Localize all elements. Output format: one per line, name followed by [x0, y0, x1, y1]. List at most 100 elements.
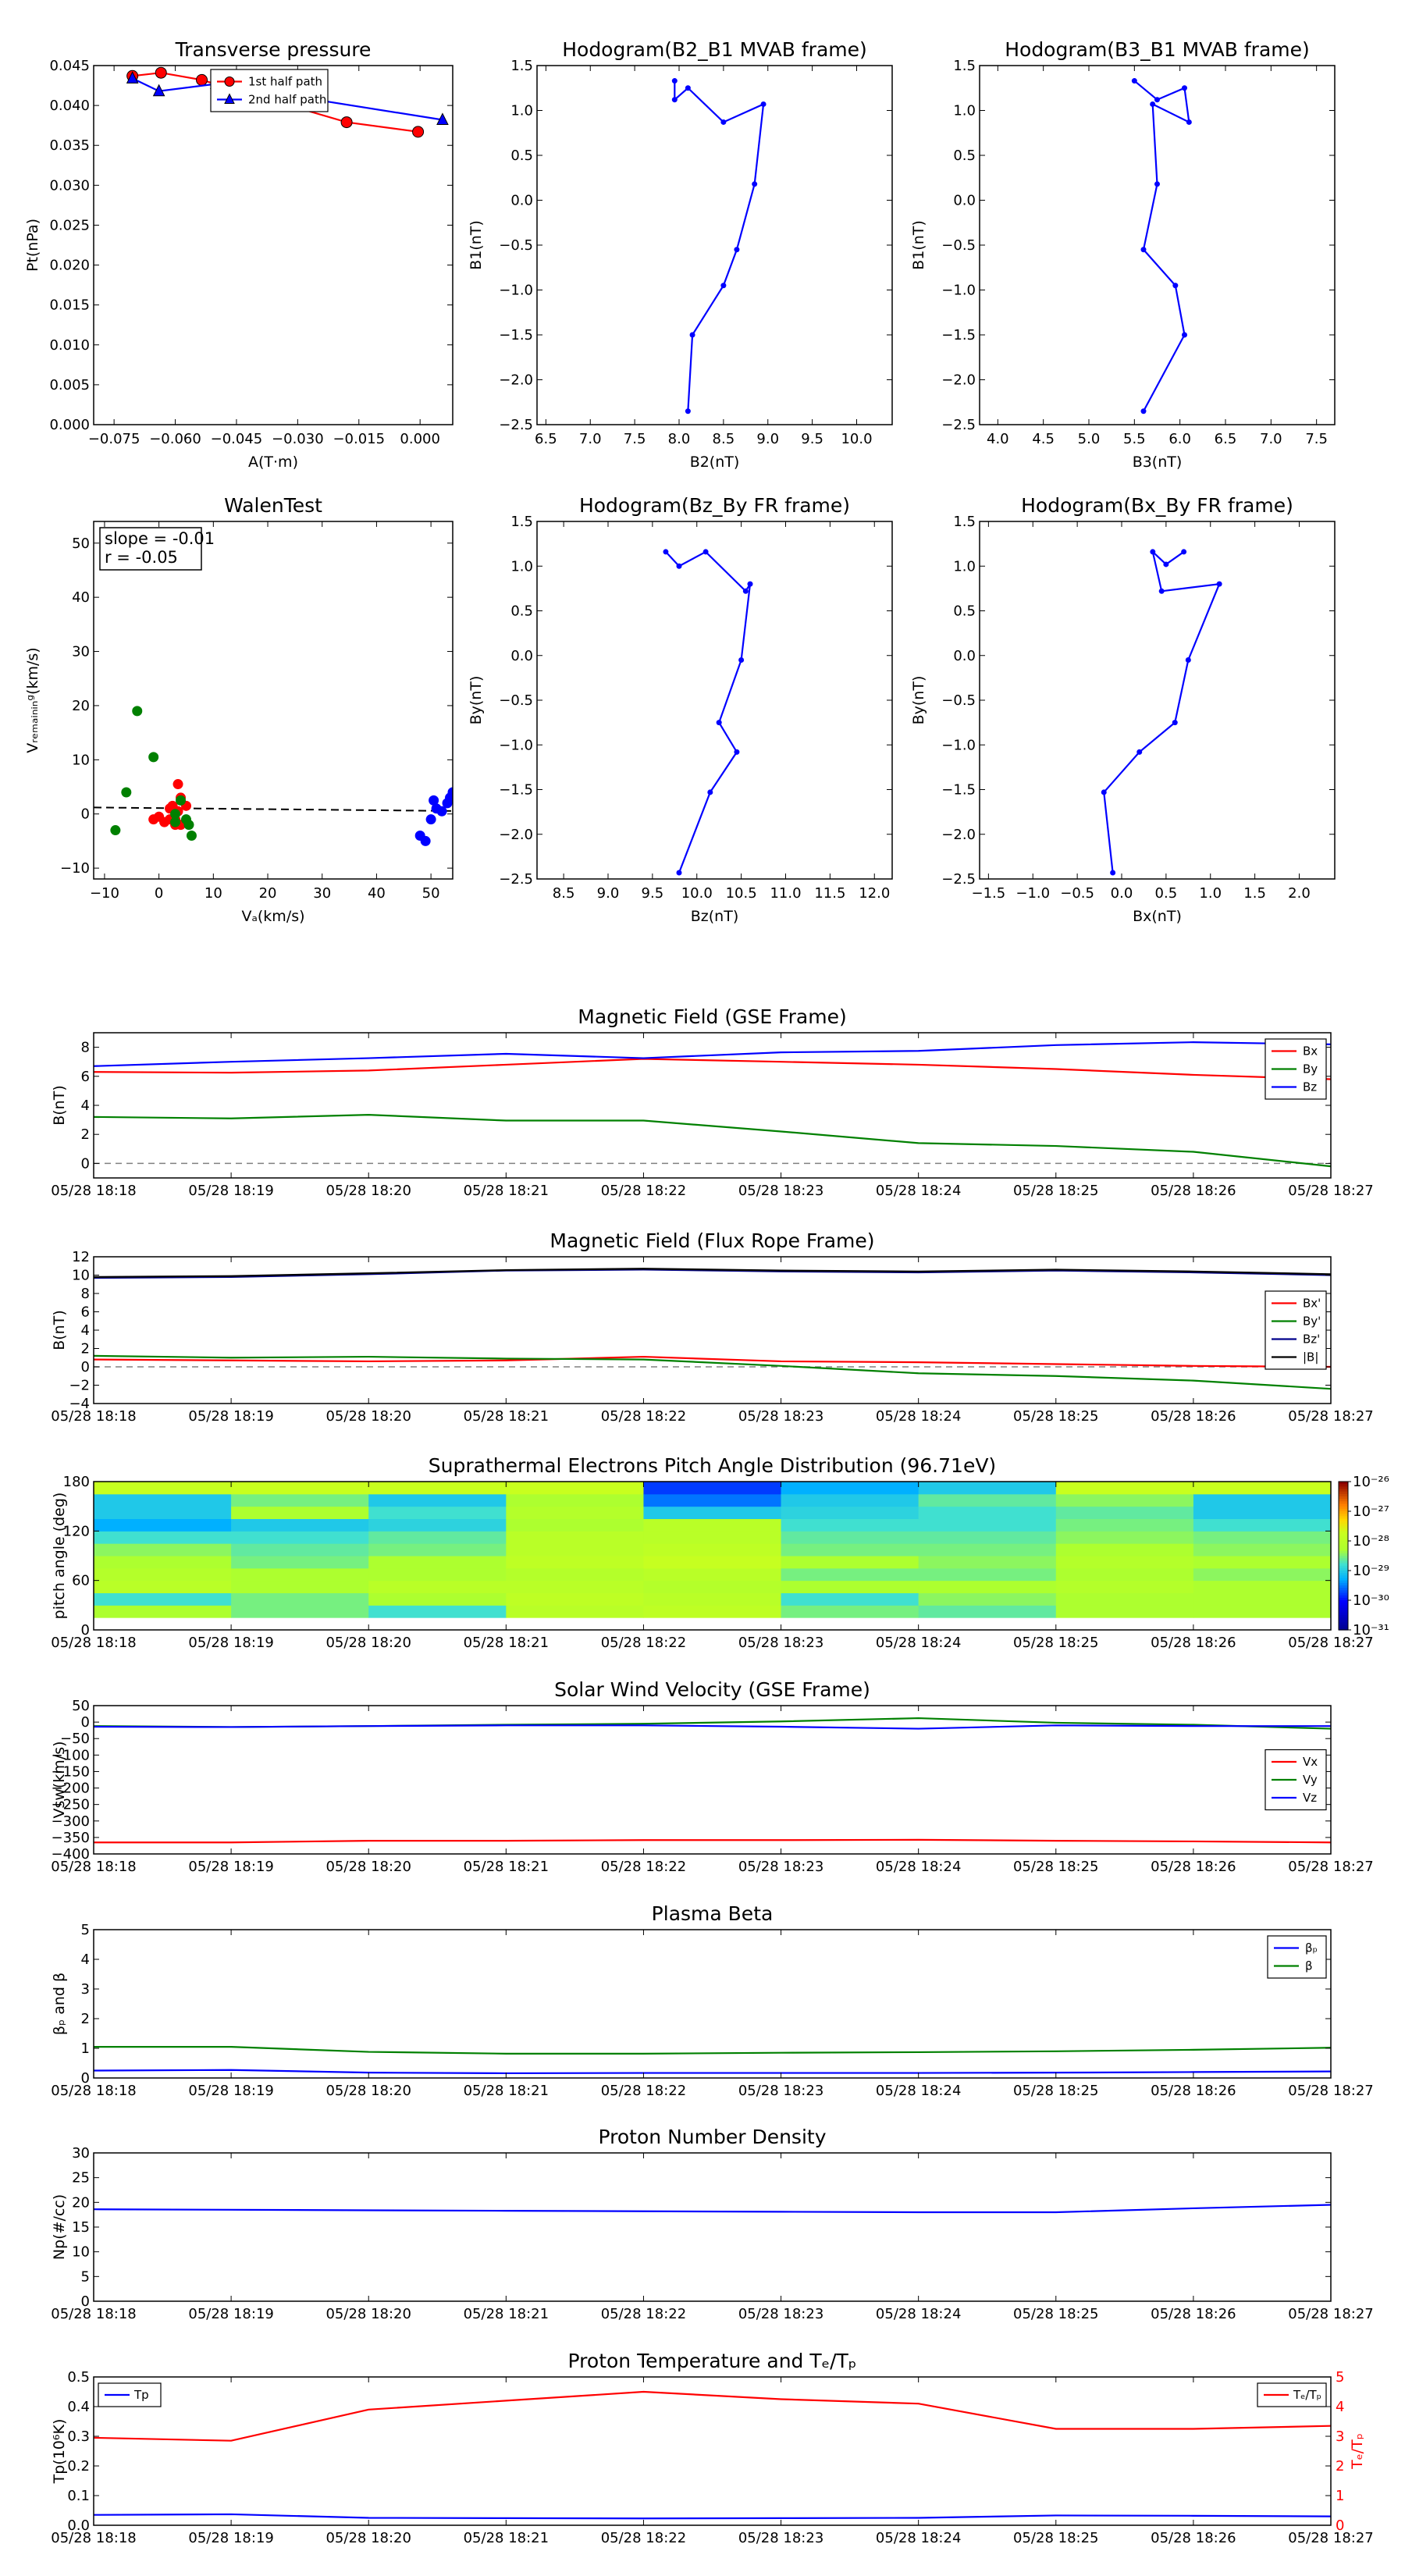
heatmap-cell — [643, 1506, 782, 1519]
colorbar-label: 10⁻²⁹ — [1353, 1563, 1389, 1579]
y-tick-label: 0 — [81, 1155, 90, 1172]
x-tick-label: 9.5 — [642, 885, 664, 902]
data-point — [1216, 581, 1222, 587]
y-tick-label: −2.5 — [941, 417, 976, 433]
x-tick-label: 05/28 18:19 — [188, 1859, 273, 1875]
colorbar-band — [1339, 1605, 1348, 1609]
y-tick-label: 0.035 — [49, 137, 90, 154]
x-tick-label: 05/28 18:18 — [51, 1183, 136, 1199]
heatmap-cell — [506, 1518, 644, 1532]
y-tick-label: −300 — [52, 1813, 90, 1830]
colorbar-band — [1339, 1588, 1348, 1591]
plot-frame — [979, 65, 1336, 425]
series-line-0 — [94, 2204, 1331, 2214]
y-tick-label: 1.5 — [510, 58, 533, 74]
x-tick-label: 5.5 — [1123, 431, 1146, 447]
heatmap-cell — [1055, 1567, 1194, 1582]
y-right-tick-label: 2 — [1336, 2458, 1344, 2475]
x-tick-label: −0.045 — [211, 431, 263, 447]
colorbar-band — [1339, 1501, 1348, 1505]
series-line-3 — [94, 1268, 1331, 1278]
heatmap-cell — [94, 1506, 232, 1519]
legend-label: By — [1303, 1062, 1318, 1076]
y-tick-label: −150 — [52, 1763, 90, 1780]
y-tick-label: 20 — [72, 2194, 90, 2211]
y-tick-label: 0 — [81, 1714, 90, 1731]
y-tick-label: 4 — [81, 1952, 90, 1968]
colorbar-frame — [1338, 1481, 1349, 1631]
chart-title: Proton Temperature and Tₑ/Tₚ — [568, 2350, 857, 2372]
y-axis-label: Np(#/cc) — [51, 2194, 68, 2260]
y-tick-label: 60 — [72, 1573, 90, 1589]
y-tick-label: 8 — [81, 1286, 90, 1302]
colorbar-band — [1339, 1627, 1348, 1631]
data-point — [1186, 119, 1192, 125]
chart-title: Suprathermal Electrons Pitch Angle Distr… — [429, 1454, 996, 1477]
x-tick-label: −0.015 — [333, 431, 385, 447]
x-tick-label: 05/28 18:26 — [1151, 2530, 1236, 2546]
data-point — [1150, 549, 1156, 555]
y-tick-label: −2.0 — [499, 372, 533, 389]
x-tick-label: 05/28 18:27 — [1288, 1859, 1373, 1875]
y-tick-label: 0.040 — [49, 98, 90, 114]
data-point — [1172, 720, 1178, 726]
plot-frame — [93, 65, 454, 425]
heatmap-cell — [781, 1556, 919, 1569]
heatmap-cell — [643, 1580, 782, 1593]
colorbar-band — [1339, 1560, 1348, 1564]
colorbar-band — [1339, 1612, 1348, 1616]
y-tick-label: −0.5 — [941, 692, 976, 709]
heatmap-cell — [506, 1506, 644, 1519]
legend-label: Bx' — [1303, 1297, 1321, 1311]
heatmap-cell — [231, 1518, 369, 1532]
colorbar-band — [1339, 1580, 1348, 1584]
y-tick-label: 0.3 — [67, 2428, 90, 2445]
x-tick-label: 05/28 18:24 — [876, 2306, 961, 2322]
y-tick-label: −1.5 — [499, 327, 533, 343]
annotation-text: slope = -0.01 — [105, 529, 215, 548]
y-tick-label: −400 — [52, 1846, 90, 1863]
colorbar-band — [1339, 1491, 1348, 1495]
x-tick-label: 05/28 18:25 — [1013, 1408, 1098, 1425]
heatmap-cell — [1055, 1605, 1194, 1618]
heatmap-cell — [94, 1518, 232, 1532]
heatmap-cell — [506, 1493, 644, 1507]
annotation-box — [99, 527, 202, 571]
data-point — [685, 85, 691, 91]
series-line-0 — [94, 1838, 1331, 1844]
heatmap-cell — [781, 1506, 919, 1519]
legend-frame — [1267, 1935, 1327, 1979]
plot-area — [94, 1482, 1331, 1618]
series-line-1 — [94, 2046, 1331, 2055]
data-point — [676, 870, 682, 876]
x-tick-label: 05/28 18:23 — [738, 1408, 823, 1425]
heatmap-cell — [918, 1567, 1057, 1582]
x-tick-label: 05/28 18:27 — [1288, 2083, 1373, 2099]
chart-h2: Hodogram(B3_B1 MVAB frame) −2.5 −2.0 −1.5 −1… — [910, 38, 1336, 471]
colorbar-band — [1339, 1496, 1348, 1500]
legend-label: Tₑ/Tₚ — [1293, 2388, 1321, 2402]
heatmap-cell — [918, 1556, 1057, 1569]
x-tick-label: 05/28 18:19 — [188, 2083, 273, 2099]
legend-label: Bx — [1303, 1044, 1318, 1059]
colorbar-band — [1339, 1484, 1348, 1487]
x-tick-label: 05/28 18:27 — [1288, 1635, 1373, 1651]
colorbar-band — [1339, 1624, 1348, 1628]
x-tick-label: 05/28 18:27 — [1288, 2530, 1373, 2546]
y-tick-label: −100 — [52, 1747, 90, 1763]
x-tick-label: 05/28 18:23 — [738, 2306, 823, 2322]
y-tick-label: −1.0 — [941, 283, 976, 299]
y-axis-label: Tp(10⁶K) — [51, 2419, 68, 2485]
y-axis-label: B1(nT) — [910, 220, 927, 270]
y-tick-label: −200 — [52, 1781, 90, 1797]
x-tick-label: 05/28 18:19 — [188, 1635, 273, 1651]
x-tick-label: 6.5 — [535, 431, 557, 447]
y-tick-label: 30 — [72, 2145, 90, 2161]
heatmap-cell — [231, 1592, 369, 1606]
colorbar-band — [1339, 1516, 1348, 1520]
y-tick-label: 0.0 — [953, 193, 976, 209]
heatmap-cell — [1193, 1493, 1331, 1507]
data-point — [1131, 78, 1137, 84]
scatter-point — [183, 820, 194, 831]
y-tick-label: −1.0 — [941, 737, 976, 753]
